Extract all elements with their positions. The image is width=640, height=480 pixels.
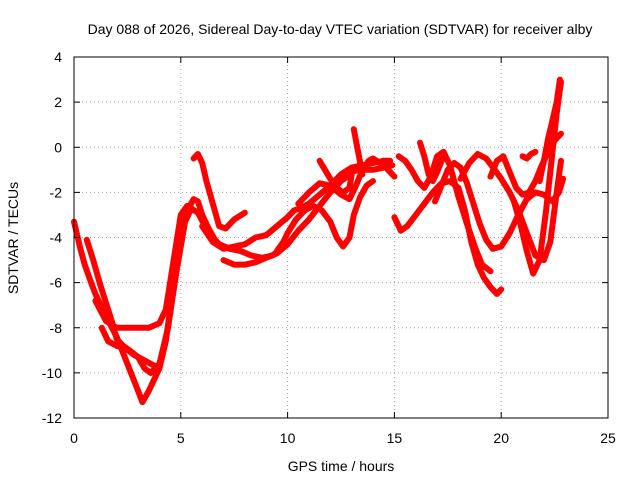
chart-title: Day 088 of 2026, Sidereal Day-to-day VTE… bbox=[88, 21, 593, 37]
y-tick-label: -12 bbox=[42, 410, 62, 426]
x-tick-label: 5 bbox=[177, 430, 185, 446]
series-pass-13 bbox=[395, 148, 494, 275]
series-pass-14 bbox=[417, 139, 447, 185]
y-tick-label: -8 bbox=[50, 320, 63, 336]
y-tick-label: 0 bbox=[54, 139, 62, 155]
series-pass-8 bbox=[273, 178, 376, 254]
x-tick-label: 10 bbox=[280, 430, 296, 446]
y-axis-label: SDTVAR / TECUs bbox=[5, 182, 21, 294]
y-tick-label: -4 bbox=[50, 230, 63, 246]
series-pass-4 bbox=[98, 324, 163, 372]
series-pass-5 bbox=[190, 151, 248, 232]
y-tick-label: -10 bbox=[42, 365, 62, 381]
y-tick-label: -2 bbox=[50, 184, 63, 200]
series-pass-1 bbox=[71, 196, 218, 406]
series-pass-10 bbox=[316, 157, 355, 196]
data-series bbox=[71, 76, 567, 406]
x-axis-label: GPS time / hours bbox=[288, 458, 395, 474]
series-pass-11 bbox=[350, 126, 366, 178]
series-pass-15 bbox=[432, 160, 567, 252]
axis-ticks: -12 -10 -8 -6 -4 -2 0 2 4 0 5 10 15 20 25 bbox=[42, 49, 616, 446]
y-tick-label: 4 bbox=[54, 49, 62, 65]
series-pass-3 bbox=[92, 202, 287, 331]
series-pass-20 bbox=[536, 76, 563, 185]
x-tick-label: 15 bbox=[387, 430, 403, 446]
series-pass-19 bbox=[519, 148, 539, 162]
y-tick-label: -6 bbox=[50, 275, 63, 291]
x-tick-label: 20 bbox=[493, 430, 509, 446]
series-pass-17 bbox=[487, 130, 564, 198]
x-tick-label: 0 bbox=[70, 430, 78, 446]
x-tick-label: 25 bbox=[600, 430, 616, 446]
series-pass-9 bbox=[295, 155, 398, 207]
y-tick-label: 2 bbox=[54, 94, 62, 110]
series-pass-18 bbox=[511, 78, 564, 277]
